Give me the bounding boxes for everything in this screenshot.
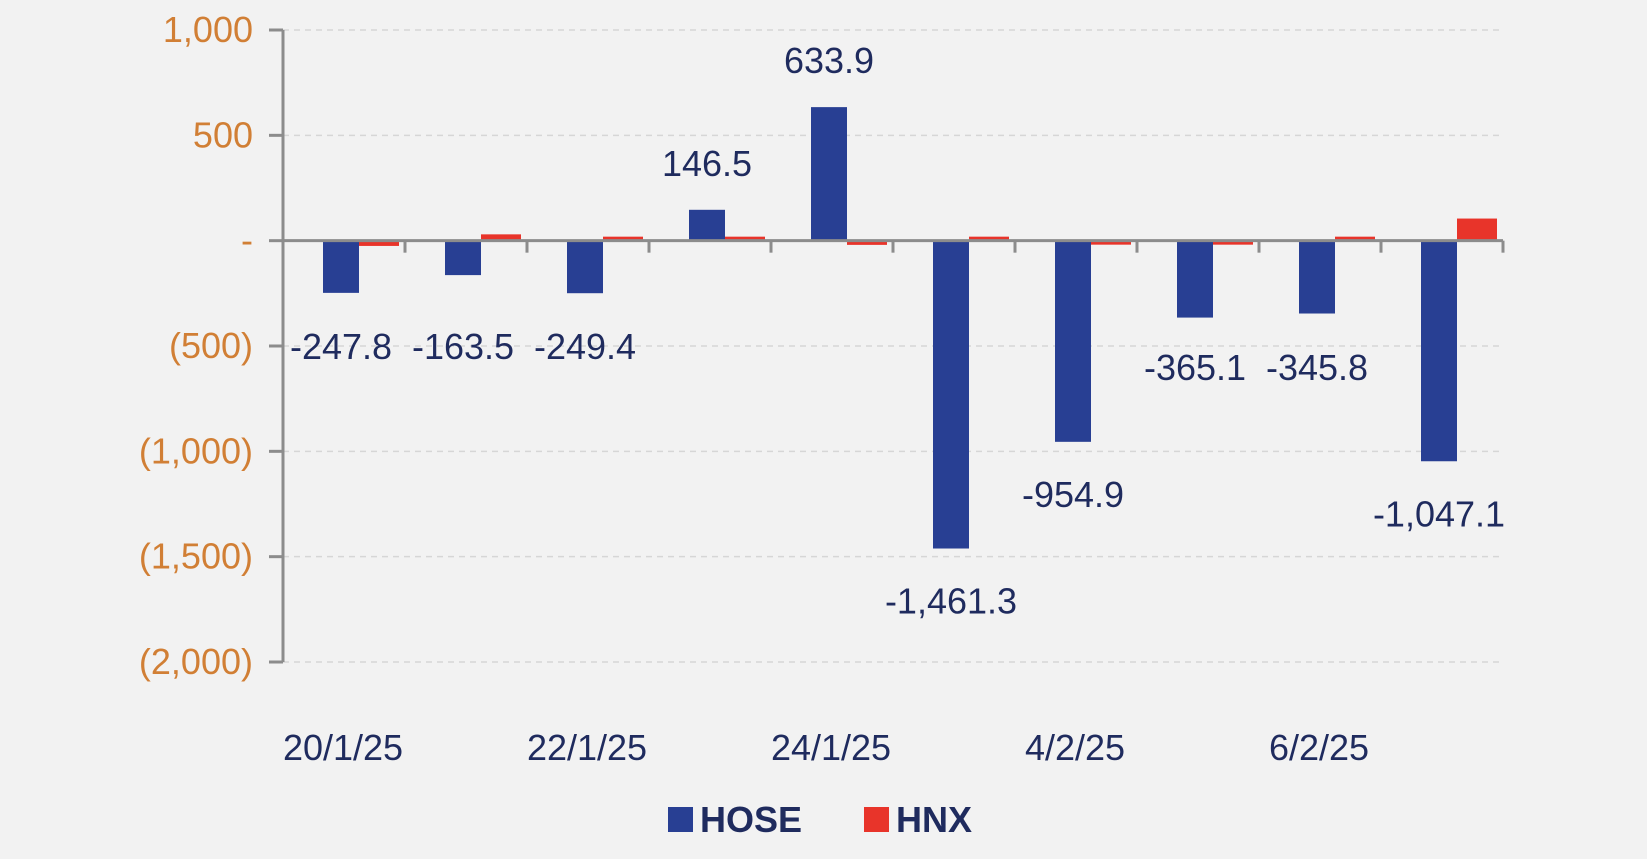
data-label: -247.8 bbox=[290, 326, 392, 367]
bar-hose bbox=[933, 240, 969, 549]
bar-hose bbox=[445, 240, 481, 276]
data-label: -249.4 bbox=[534, 326, 636, 367]
legend: HOSE HNX bbox=[668, 799, 972, 840]
bar-hnx bbox=[847, 240, 887, 245]
x-tick-label: 4/2/25 bbox=[1025, 727, 1125, 768]
bar-hnx bbox=[1335, 236, 1375, 241]
x-tick-label: 22/1/25 bbox=[527, 727, 647, 768]
bar-hose bbox=[811, 107, 847, 241]
data-label: -345.8 bbox=[1266, 347, 1368, 388]
x-tick-labels: 20/1/25 22/1/25 24/1/25 4/2/25 6/2/25 bbox=[283, 727, 1369, 768]
bar-hnx bbox=[969, 236, 1009, 241]
bars bbox=[323, 107, 1497, 549]
bar-hnx bbox=[481, 234, 521, 241]
axes bbox=[269, 28, 1505, 664]
legend-label: HOSE bbox=[700, 799, 802, 840]
bar-hose bbox=[1055, 240, 1091, 442]
y-tick-labels: 1,000 500 - (500) (1,000) (1,500) (2,000) bbox=[139, 9, 253, 682]
x-tick-label: 24/1/25 bbox=[771, 727, 891, 768]
data-label: -954.9 bbox=[1022, 474, 1124, 515]
y-tick-label: 1,000 bbox=[163, 9, 253, 50]
bar-hnx bbox=[1213, 240, 1253, 245]
data-label: -163.5 bbox=[412, 326, 514, 367]
data-label: -365.1 bbox=[1144, 347, 1246, 388]
bar-hose bbox=[323, 240, 359, 293]
legend-swatch bbox=[864, 807, 889, 832]
y-tick-label: - bbox=[241, 220, 253, 261]
y-tick-label: 500 bbox=[193, 114, 253, 155]
data-labels: -247.8 -163.5 -249.4 146.5 633.9 -1,461.3 -954… bbox=[290, 40, 1505, 621]
data-label: 146.5 bbox=[662, 143, 752, 184]
y-tick-label: (1,500) bbox=[139, 536, 253, 577]
legend-swatch bbox=[668, 807, 693, 832]
bar-hose bbox=[1421, 240, 1457, 462]
y-tick-label: (1,000) bbox=[139, 430, 253, 471]
bar-hnx bbox=[359, 240, 399, 246]
y-tick-label: (2,000) bbox=[139, 641, 253, 682]
bar-hnx bbox=[1091, 240, 1131, 245]
bar-hose bbox=[1299, 240, 1335, 314]
data-label: -1,461.3 bbox=[885, 581, 1017, 622]
x-tick-label: 6/2/25 bbox=[1269, 727, 1369, 768]
grid-lines bbox=[283, 29, 1503, 663]
bar-hose bbox=[567, 240, 603, 294]
data-label: 633.9 bbox=[784, 40, 874, 81]
y-tick-label: (500) bbox=[169, 325, 253, 366]
x-tick-label: 20/1/25 bbox=[283, 727, 403, 768]
bar-hnx bbox=[603, 236, 643, 241]
bar-hose bbox=[1177, 240, 1213, 318]
legend-label: HNX bbox=[896, 799, 972, 840]
bar-hose bbox=[689, 209, 725, 241]
bar-hnx bbox=[1457, 218, 1497, 241]
bar-hnx bbox=[725, 236, 765, 241]
data-label: -1,047.1 bbox=[1373, 493, 1505, 534]
